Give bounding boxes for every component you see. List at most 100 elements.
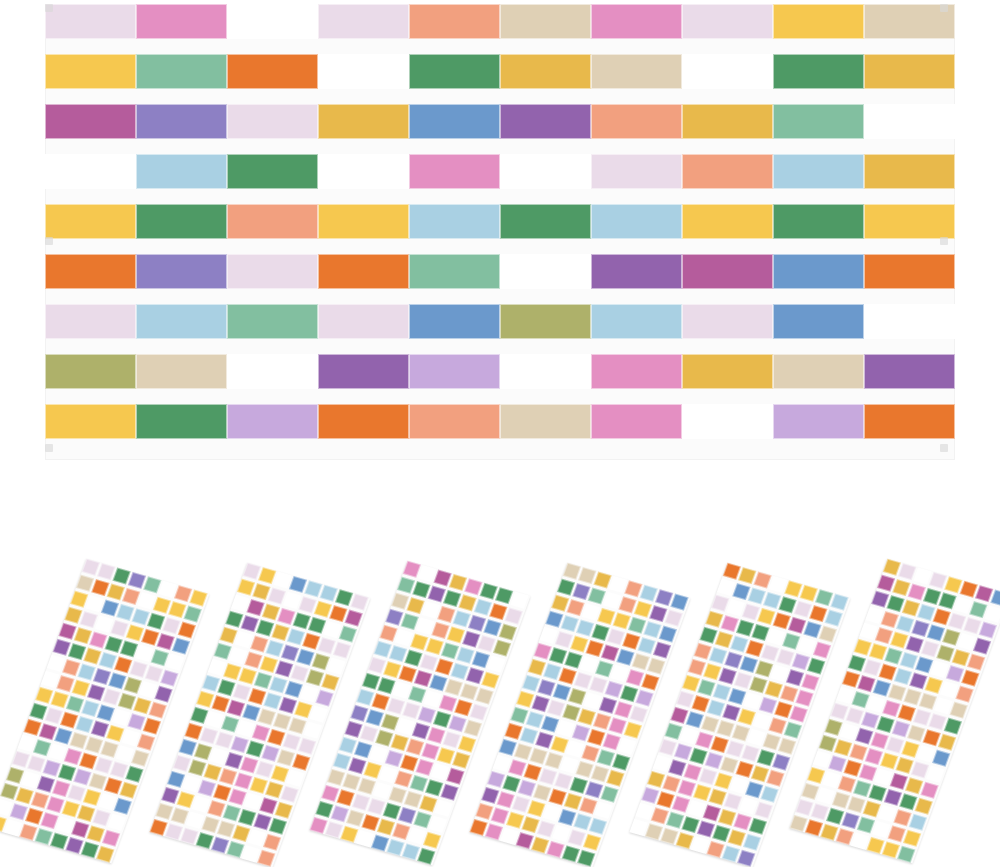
small-color-tile (807, 657, 826, 675)
large-color-tile (227, 254, 318, 289)
large-color-tile (227, 54, 318, 89)
small-color-tile (914, 797, 933, 815)
small-color-tile (101, 829, 121, 847)
small-color-tile (469, 703, 488, 721)
large-color-tile (864, 104, 955, 139)
large-color-tile (318, 104, 409, 139)
large-color-tile (136, 4, 227, 39)
placemat-corner-grommet (940, 237, 948, 245)
large-color-tile (500, 354, 591, 389)
large-color-tile (318, 4, 409, 39)
large-color-tile (227, 354, 318, 389)
small-color-tile (452, 751, 471, 769)
large-color-tile (500, 154, 591, 189)
small-color-tile (142, 717, 161, 735)
large-color-tile (409, 204, 500, 239)
large-color-tile (500, 254, 591, 289)
large-color-tile (500, 104, 591, 139)
large-color-tile (409, 54, 500, 89)
small-color-tile (961, 669, 980, 687)
small-color-tile (166, 653, 185, 671)
large-color-tile (45, 204, 136, 239)
large-color-tile (864, 4, 955, 39)
small-color-tile (812, 641, 832, 659)
small-color-tile (350, 593, 369, 611)
large-color-tile (500, 304, 591, 339)
small-color-tile (594, 801, 613, 819)
small-color-tile (475, 687, 494, 705)
small-color-tile (440, 783, 459, 801)
small-color-tile (652, 641, 672, 659)
small-color-tile (670, 593, 689, 611)
small-color-tile (801, 673, 820, 691)
large-color-tile (682, 4, 773, 39)
large-color-tile (318, 304, 409, 339)
small-color-tile (908, 813, 928, 831)
large-color-tile (773, 254, 864, 289)
small-color-tile (434, 799, 453, 817)
small-color-tile (789, 705, 808, 723)
large-color-tile (45, 104, 136, 139)
small-color-tile (177, 621, 196, 639)
small-color-tile (160, 669, 179, 687)
large-color-tile (591, 404, 682, 439)
large-color-tile (409, 154, 500, 189)
large-color-tile (409, 304, 500, 339)
large-color-tile (864, 304, 955, 339)
small-color-tile (148, 701, 167, 719)
large-color-tile (682, 154, 773, 189)
small-color-tile (577, 849, 596, 867)
large-color-tile (864, 154, 955, 189)
small-color-tile (606, 769, 625, 787)
small-color-tile (588, 817, 608, 835)
small-color-tile (131, 749, 150, 767)
large-color-tile (500, 404, 591, 439)
placemat-corner-grommet (45, 237, 53, 245)
small-color-tile (902, 829, 922, 847)
large-color-tile (136, 154, 227, 189)
small-color-tile (795, 689, 814, 707)
large-color-tile (227, 304, 318, 339)
large-color-tile (773, 304, 864, 339)
small-color-tile (481, 671, 500, 689)
small-color-tile (967, 653, 986, 671)
large-color-tile (864, 204, 955, 239)
large-color-tile (136, 204, 227, 239)
large-color-tile (45, 404, 136, 439)
placemat-corner-grommet (45, 444, 53, 452)
small-color-tile (920, 781, 939, 799)
large-color-tile (409, 354, 500, 389)
large-color-tile (227, 154, 318, 189)
large-color-tile (864, 254, 955, 289)
large-color-tile (45, 304, 136, 339)
small-color-tile (280, 785, 299, 803)
large-color-tile (227, 104, 318, 139)
large-color-tile (591, 104, 682, 139)
small-color-tile (824, 609, 843, 627)
large-color-tile (591, 254, 682, 289)
small-color-tile (171, 637, 191, 655)
large-color-tile (864, 354, 955, 389)
small-color-tile (830, 593, 849, 611)
large-color-tile (773, 204, 864, 239)
small-color-tile (612, 753, 631, 771)
large-striped-placemat (45, 4, 955, 460)
small-color-tile (107, 813, 127, 831)
large-color-tile (773, 4, 864, 39)
large-color-tile (500, 4, 591, 39)
small-color-tile (772, 753, 791, 771)
small-color-tile (428, 815, 448, 833)
small-color-tile (664, 609, 683, 627)
placemat-corner-grommet (940, 444, 948, 452)
large-color-tile (136, 304, 227, 339)
large-color-tile (591, 204, 682, 239)
large-color-tile (773, 154, 864, 189)
large-color-tile (409, 104, 500, 139)
small-color-tile (321, 673, 340, 691)
small-color-tile (937, 733, 957, 751)
small-color-tile (582, 833, 602, 851)
large-color-tile (682, 54, 773, 89)
small-color-tile (446, 767, 465, 785)
small-color-tile (309, 705, 328, 723)
